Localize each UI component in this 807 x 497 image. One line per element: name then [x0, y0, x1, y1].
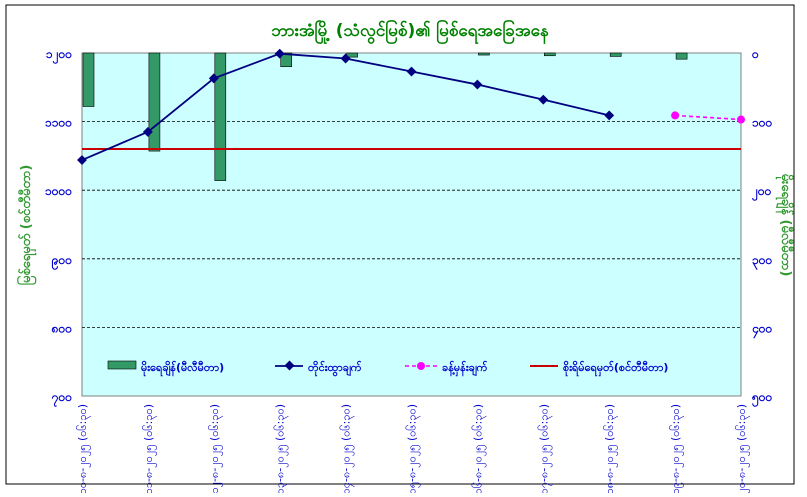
legend-label-measured: တိုင်းထွာချက် [308, 360, 362, 377]
x-tick-label: ၂၀-၈-၂၀၂၅ (၀၆:၃၀) [735, 404, 750, 493]
x-tick-label: ၁၈-၈-၂၀၂၅ (၀၆:၃၀) [603, 404, 618, 493]
legend-label-rain: မိုးရေချိန်(မီလီမီတာ) [141, 360, 224, 377]
x-tick-label: ၁၆-၈-၂၀၂၅ (၀၆:၃၀) [471, 404, 486, 493]
measured-point [208, 73, 219, 84]
rain-bar [675, 52, 688, 60]
x-tick-label: ၁၉-၈-၂၀၂၅ (၀၆:၃၀) [669, 404, 684, 493]
left-tick-label: ၁၂၀၀ [46, 47, 72, 65]
rain-bar [148, 52, 161, 152]
forecast-point [671, 111, 680, 120]
legend-marker-forecast [417, 362, 425, 370]
legend-label-warning: စိုးရိမ်ရေမှတ်(စင်တီမီတာ) [563, 360, 668, 377]
left-tick-label: ၉၀၀ [51, 253, 73, 271]
x-tick-label: ၁၅-၈-၂၀၂၅ (၀၆:၃၀) [406, 404, 421, 493]
legend: မိုးရေချိန်(မီလီမီတာ) တိုင်းထွာချက် ခန့်… [107, 360, 668, 377]
x-axis-ticks: ၁၀-၈-၂၀၂၅ (၀၆:၃၀) ၁၁-၈-၂၀၂၅ (၀၆:၃၀) ၁၂-၈-၂… [76, 404, 750, 494]
left-axis-label: မြစ်ရေမှတ် (စင်တီမီတာ) [16, 165, 37, 286]
right-tick-label: ၄၀၀ [751, 321, 773, 339]
legend-swatch-rain [107, 360, 137, 370]
rain-bar [478, 52, 490, 56]
right-tick-label: ၃၀၀ [752, 253, 773, 271]
x-tick-label: ၁၄-၈-၂၀၂၅ (၀၆:၃၀) [340, 404, 355, 493]
measured-point [77, 155, 87, 165]
x-tick-label: ၁၃-၈-၂၀၂၅ (၀၆:၃၀) [274, 404, 289, 493]
left-tick-label: ၁၁၀၀ [45, 116, 72, 130]
right-tick-label: ၂၀၀ [751, 184, 772, 202]
rain-bar [280, 52, 293, 68]
rain-bar [543, 52, 556, 57]
plot-area [81, 52, 742, 397]
x-tick-label: ၁၂-၈-၂၀၂၅ (၀၆:၃၀) [208, 404, 223, 493]
rain-bar [82, 52, 95, 107]
rain-bars [82, 52, 688, 181]
right-axis-label: မိုးရေချိန် (မီလီမီတာ) [775, 174, 795, 277]
left-tick-label: ၁၀၀၀ [45, 184, 72, 198]
x-tick-label: ၁၀-၈-၂၀၂၅ (၀၆:၃၀) [76, 404, 91, 493]
rain-bar [609, 52, 622, 57]
measured-point [604, 110, 615, 121]
left-axis-ticks: ၇၀၀ ၈၀၀ ၉၀၀ ၁၀၀၀ ၁၁၀၀ ၁၂၀၀ [45, 47, 72, 408]
left-tick-label: ၇၀၀ [51, 390, 73, 408]
right-tick-label: ၀ [751, 47, 759, 61]
measured-point [538, 94, 549, 105]
chart-border [5, 4, 795, 485]
legend-label-forecast: ခန့်မှန်းချက် [442, 360, 488, 377]
x-tick-label: ၁၇-၈-၂၀၂၅ (၀၆:၃၀) [537, 404, 552, 493]
left-tick-label: ၈၀၀ [51, 321, 73, 335]
rain-bar [214, 52, 227, 181]
forecast-point [737, 115, 745, 124]
legend-marker-measured [284, 360, 295, 371]
chart-title: ဘားအံမြို့ (သံလွင်မြစ်)၏ မြစ်ရေအခြေအနေ [270, 18, 548, 45]
x-tick-label: ၁၁-၈-၂၀၂၅ (၀၆:၃၀) [142, 404, 157, 493]
measured-point [142, 126, 153, 137]
right-tick-label: ၁၀၀ [752, 116, 773, 130]
right-tick-label: ၅၀၀ [751, 390, 773, 408]
